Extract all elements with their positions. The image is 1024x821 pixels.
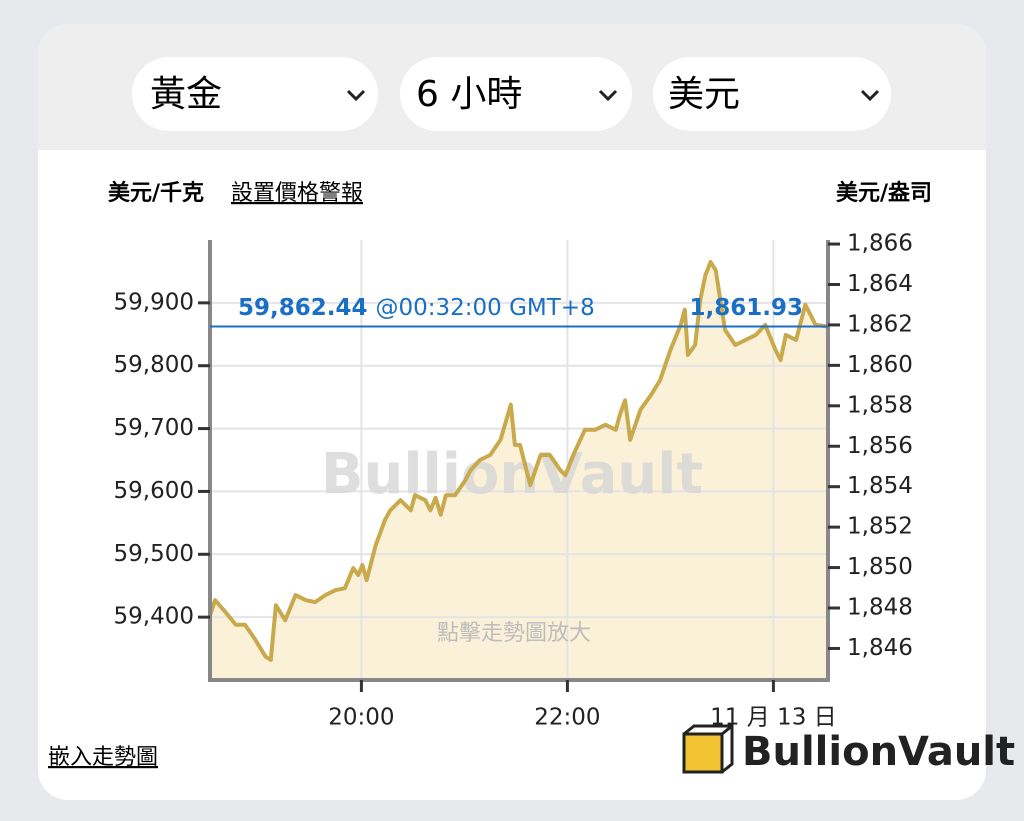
price-line	[208, 260, 829, 662]
y-tick-label: 59,500	[114, 541, 194, 567]
plot[interactable]: BullionVault 點擊走勢圖放大 59,400 59,500 59,600 59,…	[114, 231, 913, 731]
y-tick-label: 59,800	[114, 352, 194, 378]
right-unit: 美元/盎司	[836, 180, 932, 206]
x-tick-label: 20:00	[328, 705, 394, 731]
y-tick-label: 59,900	[114, 289, 194, 315]
y2-tick-label: 1,866	[847, 231, 913, 257]
y2-tick-label: 1,852	[847, 514, 913, 540]
current-price-label: 59,862.44	[238, 295, 368, 321]
y2-tick-label: 1,862	[847, 311, 913, 337]
logo-text: BullionVault	[742, 729, 1015, 775]
y2-tick-label: 1,858	[847, 392, 913, 418]
y2-tick-label: 1,864	[847, 271, 913, 297]
y2-tick-label: 1,850	[847, 554, 913, 580]
x-tick-label: 22:00	[534, 705, 600, 731]
selector-label: 6 小時	[416, 74, 522, 115]
selector[interactable]: 6 小時	[400, 57, 632, 131]
y2-tick-label: 1,848	[847, 595, 913, 621]
y2-tick-label: 1,854	[847, 473, 913, 499]
left-unit: 美元/千克	[108, 180, 204, 206]
hint: 點擊走勢圖放大	[437, 621, 591, 646]
selector-label: 美元	[668, 74, 740, 115]
current-price-y2-label: 1,861.93	[690, 295, 804, 321]
embed-link[interactable]: 嵌入走勢圖	[48, 745, 158, 770]
current-time: @00:32:00 GMT+8	[376, 295, 595, 321]
y-tick-label: 59,600	[114, 478, 194, 504]
alert-link[interactable]: 設置價格警報	[231, 181, 363, 206]
logo: BullionVault	[682, 724, 1015, 775]
selector[interactable]: 黃金	[132, 57, 378, 131]
y-tick-label: 59,400	[114, 604, 194, 630]
watermark: BullionVault	[321, 442, 703, 507]
y2-tick-label: 1,856	[847, 433, 913, 459]
y-tick-label: 59,700	[114, 415, 194, 441]
selector-label: 黃金	[150, 74, 222, 115]
selector[interactable]: 美元	[653, 57, 891, 131]
y2-tick-label: 1,846	[847, 635, 913, 661]
y2-tick-label: 1,860	[847, 352, 913, 378]
